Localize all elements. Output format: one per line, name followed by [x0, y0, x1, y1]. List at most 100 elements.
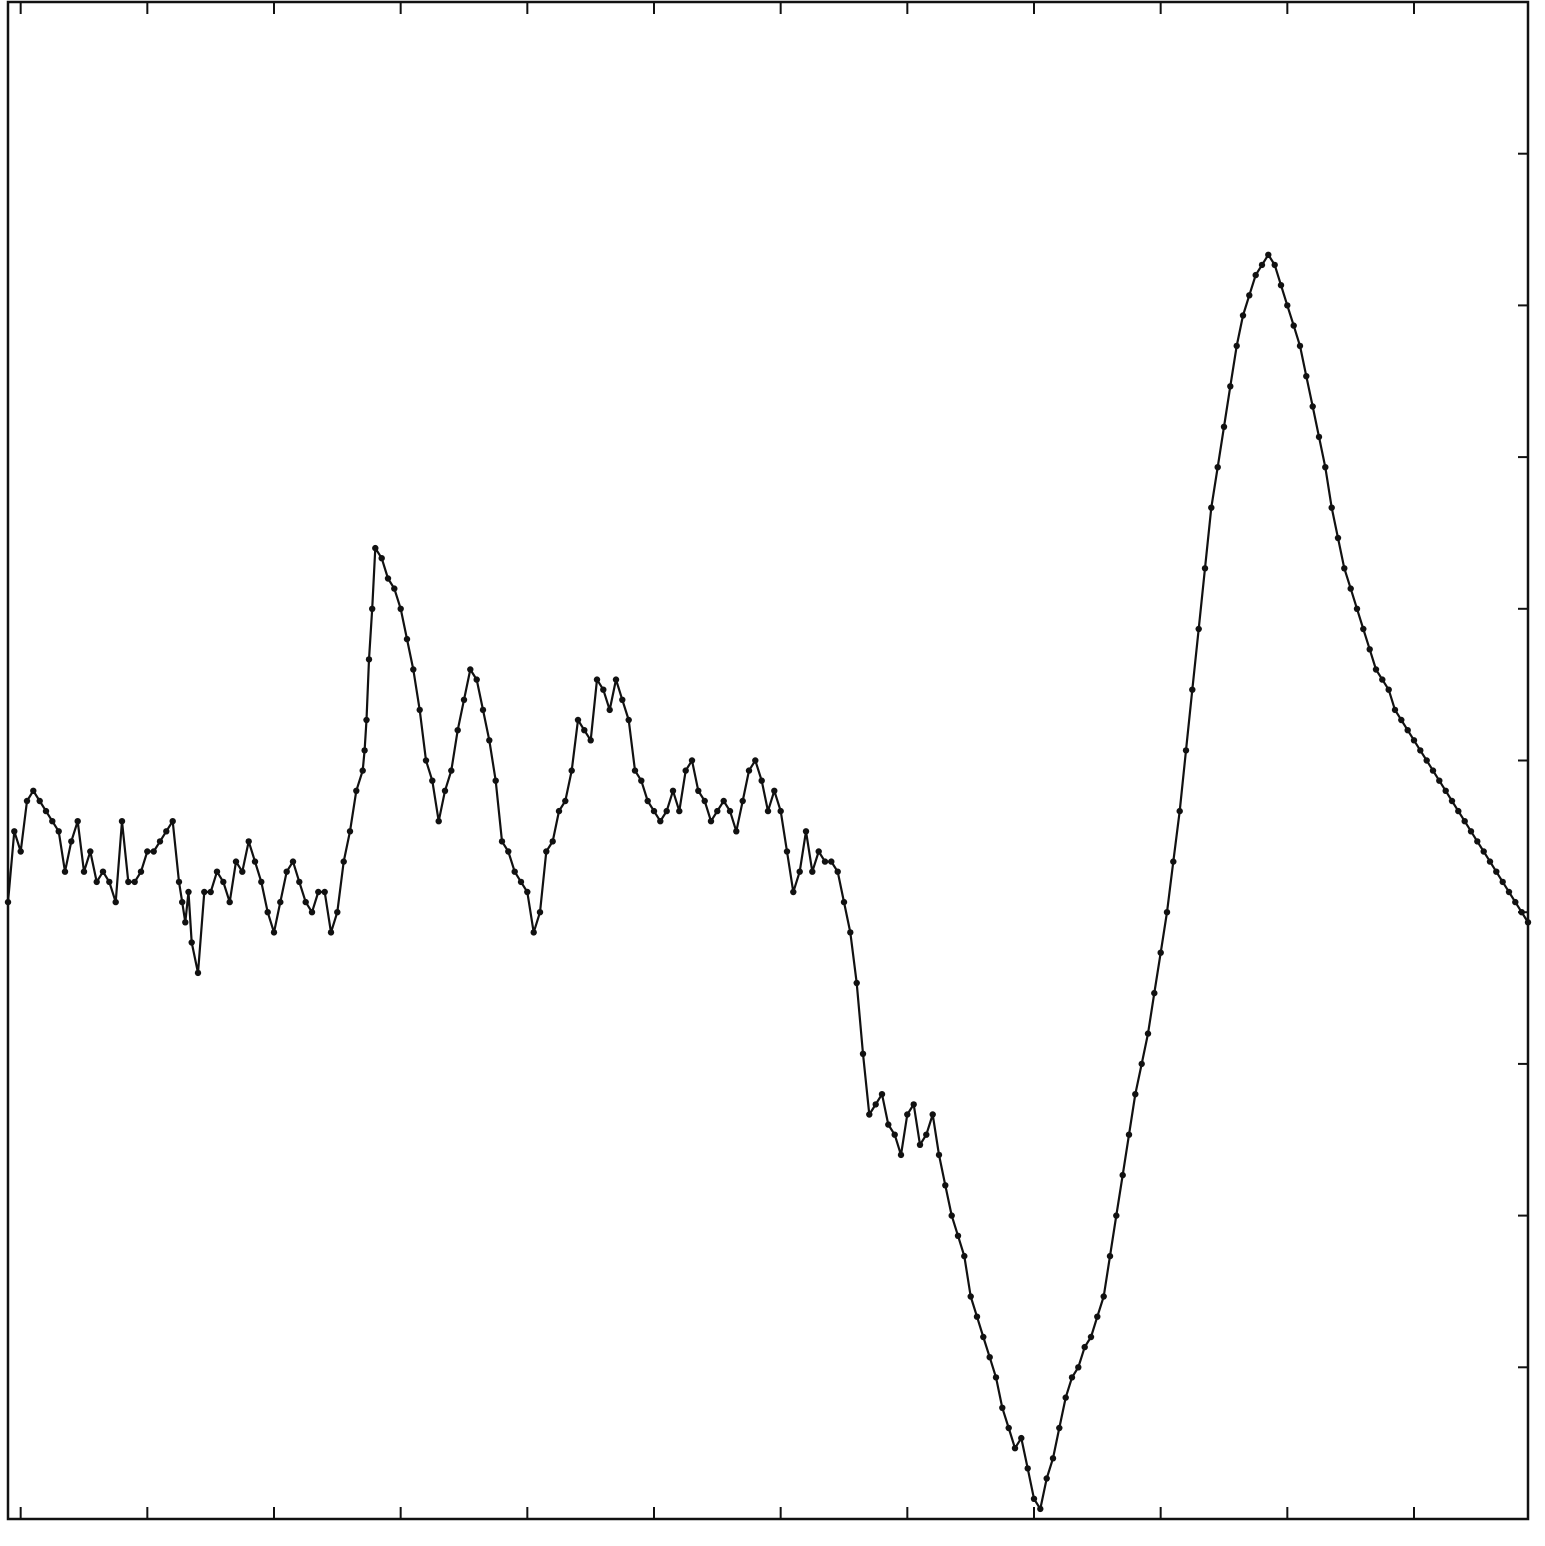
data-point-43 [264, 909, 271, 916]
data-point-73 [435, 818, 442, 825]
data-point-178 [1100, 1293, 1107, 1300]
data-point-238 [1480, 848, 1487, 855]
data-point-167 [1030, 1495, 1038, 1503]
data-point-101 [612, 676, 620, 683]
data-point-146 [897, 1151, 905, 1159]
data-point-197 [1220, 423, 1228, 430]
data-point-85 [511, 868, 518, 875]
data-point-234 [1455, 807, 1462, 815]
data-point-142 [872, 1101, 879, 1108]
data-point-192 [1189, 686, 1196, 693]
data-point-102 [619, 696, 626, 703]
data-point-162 [999, 1404, 1006, 1412]
data-point-225 [1398, 716, 1405, 724]
data-point-36 [220, 878, 227, 886]
data-point-214 [1328, 504, 1335, 511]
data-point-97 [587, 737, 594, 744]
data-point-210 [1303, 373, 1310, 380]
data-point-35 [213, 868, 221, 875]
data-point-114 [695, 787, 702, 794]
data-point-212 [1315, 433, 1323, 441]
data-point-23 [150, 848, 157, 855]
data-point-44 [270, 929, 278, 936]
data-point-123 [752, 757, 759, 764]
data-point-95 [574, 716, 582, 724]
data-point-115 [701, 797, 708, 805]
data-point-231 [1436, 777, 1443, 784]
data-point-104 [631, 767, 639, 774]
data-point-144 [885, 1121, 892, 1128]
data-point-143 [878, 1091, 886, 1098]
data-point-79 [473, 676, 480, 683]
data-point-193 [1195, 625, 1202, 633]
data-point-107 [650, 807, 658, 815]
data-point-183 [1132, 1091, 1139, 1098]
data-point-25 [163, 828, 170, 835]
data-point-56 [346, 828, 354, 835]
data-point-242 [1505, 888, 1513, 896]
data-point-71 [422, 757, 430, 764]
data-point-94 [568, 767, 575, 774]
data-point-38 [232, 858, 240, 865]
data-point-159 [980, 1333, 987, 1341]
data-point-15 [99, 868, 107, 875]
data-point-124 [758, 777, 765, 784]
data-point-233 [1448, 797, 1456, 805]
data-point-50 [308, 909, 316, 916]
data-point-236 [1467, 828, 1475, 835]
data-point-201 [1246, 292, 1253, 299]
data-point-140 [859, 1050, 867, 1058]
data-point-3 [23, 797, 31, 805]
data-point-163 [1005, 1424, 1012, 1432]
data-point-198 [1227, 383, 1234, 390]
data-point-205 [1271, 261, 1278, 269]
data-point-108 [657, 818, 664, 825]
data-point-52 [321, 888, 328, 896]
data-point-173 [1068, 1374, 1076, 1381]
data-point-224 [1391, 706, 1399, 714]
data-point-9 [61, 868, 69, 875]
data-point-235 [1461, 818, 1468, 825]
data-point-239 [1486, 858, 1494, 865]
data-point-160 [986, 1354, 993, 1361]
data-point-237 [1474, 838, 1481, 845]
data-point-53 [327, 929, 335, 936]
data-point-139 [853, 979, 860, 987]
data-point-22 [144, 848, 151, 855]
data-point-32 [194, 969, 202, 977]
data-point-206 [1277, 282, 1285, 289]
data-point-10 [68, 838, 75, 845]
data-point-153 [942, 1182, 949, 1189]
data-point-213 [1322, 464, 1329, 471]
data-point-30 [185, 888, 192, 896]
data-point-150 [923, 1131, 930, 1138]
data-point-157 [967, 1293, 974, 1300]
data-point-228 [1417, 747, 1424, 754]
data-point-57 [353, 787, 360, 794]
data-point-109 [663, 807, 670, 815]
data-point-0 [4, 898, 12, 906]
data-point-136 [834, 868, 841, 875]
data-point-215 [1334, 534, 1342, 542]
data-point-16 [106, 878, 113, 886]
data-point-177 [1094, 1313, 1101, 1320]
data-point-138 [847, 929, 854, 936]
data-point-122 [745, 767, 753, 774]
data-point-99 [600, 686, 607, 693]
data-point-61 [365, 656, 373, 663]
axis-ticks [19, 2, 1528, 1519]
data-point-125 [764, 807, 772, 815]
data-point-110 [669, 787, 677, 794]
data-point-31 [188, 939, 195, 946]
data-point-165 [1018, 1434, 1025, 1442]
data-point-90 [543, 848, 550, 855]
data-point-96 [581, 727, 588, 734]
data-point-69 [410, 666, 417, 673]
data-point-45 [277, 898, 284, 906]
data-point-241 [1499, 878, 1506, 886]
data-point-199 [1233, 342, 1240, 350]
data-point-149 [916, 1141, 924, 1149]
data-point-24 [156, 838, 164, 845]
data-point-89 [536, 909, 544, 916]
data-point-151 [929, 1111, 936, 1118]
